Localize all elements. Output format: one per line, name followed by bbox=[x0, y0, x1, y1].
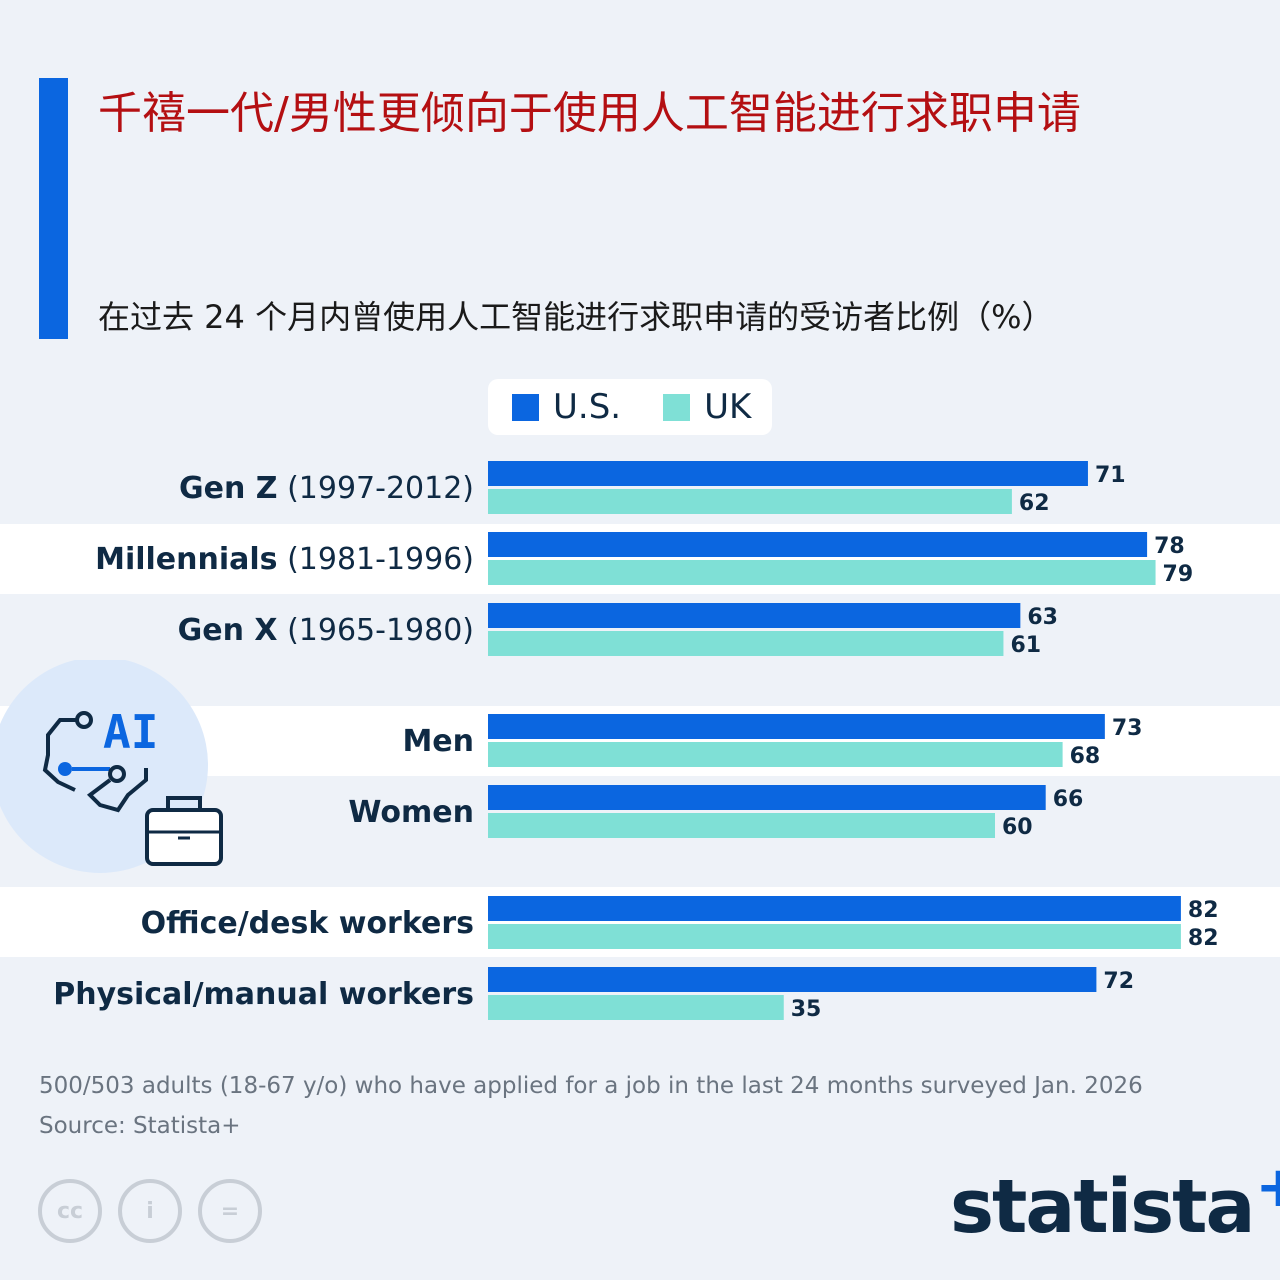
bar-us bbox=[488, 967, 1097, 992]
legend-item-uk: UK bbox=[663, 387, 751, 427]
logo-plus-icon: + bbox=[1255, 1155, 1280, 1220]
value-label: 68 bbox=[1070, 744, 1101, 769]
accent-bar bbox=[39, 78, 68, 339]
category-label: Gen Z (1997-2012) bbox=[179, 471, 474, 506]
cc-icon[interactable]: cc bbox=[38, 1179, 102, 1243]
value-label: 78 bbox=[1154, 534, 1185, 559]
by-icon[interactable]: i bbox=[118, 1179, 182, 1243]
value-label: 82 bbox=[1188, 898, 1219, 923]
chart-subtitle: 在过去 24 个月内曾使用人工智能进行求职申请的受访者比例（%） bbox=[98, 298, 1054, 336]
bar-us bbox=[488, 461, 1088, 486]
statista-logo[interactable]: statista+ bbox=[950, 1155, 1280, 1254]
survey-note: 500/503 adults (18-67 y/o) who have appl… bbox=[39, 1073, 1143, 1099]
bar-uk bbox=[488, 924, 1181, 949]
category-label: Gen X (1965-1980) bbox=[178, 613, 474, 648]
value-label: 73 bbox=[1112, 716, 1143, 741]
license-icons: cc i = bbox=[38, 1179, 278, 1243]
bar-uk bbox=[488, 742, 1063, 767]
chart-title: 千禧一代/男性更倾向于使用人工智能进行求职申请 bbox=[98, 88, 1081, 139]
legend-label-uk: UK bbox=[704, 387, 752, 427]
bar-uk bbox=[488, 813, 995, 838]
bar-us bbox=[488, 532, 1148, 557]
value-label: 72 bbox=[1103, 969, 1134, 994]
chart-legend: U.S. UK bbox=[488, 379, 772, 435]
legend-label-us: U.S. bbox=[553, 387, 622, 427]
nd-icon[interactable]: = bbox=[198, 1179, 262, 1243]
legend-item-us: U.S. bbox=[512, 387, 621, 427]
ai-briefcase-icon: AI bbox=[0, 660, 223, 873]
value-label: 63 bbox=[1027, 605, 1058, 630]
bar-uk bbox=[488, 489, 1012, 514]
category-label: Men bbox=[402, 724, 474, 759]
bar-us bbox=[488, 714, 1105, 739]
legend-swatch-uk bbox=[663, 393, 691, 421]
source-note: Source: Statista+ bbox=[39, 1113, 241, 1139]
bar-us bbox=[488, 603, 1021, 628]
category-label: Physical/manual workers bbox=[53, 977, 474, 1012]
category-label: Office/desk workers bbox=[141, 906, 474, 941]
category-label: Millennials (1981-1996) bbox=[95, 542, 474, 577]
ai-icon-text: AI bbox=[103, 705, 158, 759]
bar-us bbox=[488, 896, 1181, 921]
legend-swatch-us bbox=[512, 393, 539, 421]
bar-us bbox=[488, 785, 1046, 810]
value-label: 66 bbox=[1053, 787, 1084, 812]
logo-text: statista bbox=[950, 1164, 1255, 1250]
bar-uk bbox=[488, 560, 1156, 585]
value-label: 35 bbox=[791, 997, 822, 1022]
value-label: 71 bbox=[1095, 463, 1126, 488]
value-label: 62 bbox=[1019, 491, 1050, 516]
value-label: 82 bbox=[1188, 926, 1219, 951]
category-label: Women bbox=[348, 795, 474, 830]
value-label: 60 bbox=[1002, 815, 1033, 840]
footer-note: 500/503 adults (18-67 y/o) who have appl… bbox=[39, 1066, 1249, 1146]
value-label: 79 bbox=[1163, 562, 1194, 587]
value-label: 61 bbox=[1010, 633, 1041, 658]
bar-uk bbox=[488, 631, 1004, 656]
bar-uk bbox=[488, 995, 784, 1020]
